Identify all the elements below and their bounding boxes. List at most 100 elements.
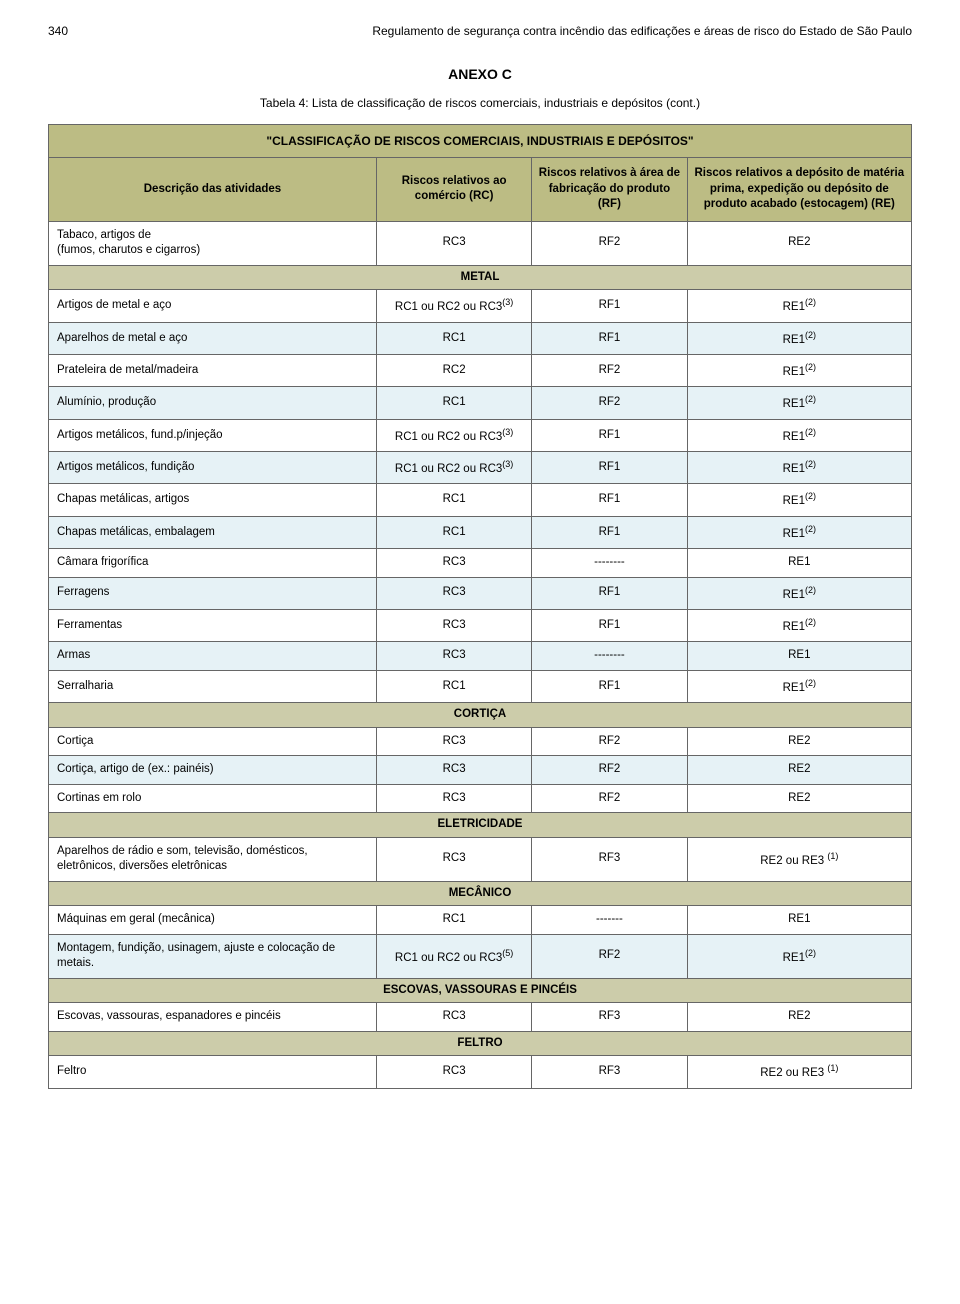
section-header-cell: METAL (49, 265, 912, 290)
cell-value: RF1 (532, 322, 687, 354)
cell-value: -------- (532, 549, 687, 578)
section-header-row: MECÂNICO (49, 881, 912, 906)
cell-value: RE1(2) (687, 609, 911, 641)
cell-value: RC3 (376, 1056, 531, 1088)
cell-value: RF2 (532, 387, 687, 419)
cell-desc: Aparelhos de rádio e som, televisão, dom… (49, 837, 377, 881)
tabela-title: Tabela 4: Lista de classificação de risc… (48, 96, 912, 110)
cell-value: RF1 (532, 419, 687, 451)
cell-value: RF1 (532, 670, 687, 702)
cell-value: RC1 (376, 387, 531, 419)
cell-value: RE1(2) (687, 452, 911, 484)
cell-value: RE1(2) (687, 322, 911, 354)
table-row: Artigos metálicos, fundiçãoRC1 ou RC2 ou… (49, 452, 912, 484)
cell-value: RF1 (532, 484, 687, 516)
table-row: Alumínio, produçãoRC1RF2RE1(2) (49, 387, 912, 419)
section-header-row: FELTRO (49, 1031, 912, 1056)
cell-value: RE1 (687, 906, 911, 935)
cell-value: RF1 (532, 290, 687, 322)
table-row: Câmara frigoríficaRC3--------RE1 (49, 549, 912, 578)
section-header-cell: MECÂNICO (49, 881, 912, 906)
cell-value: RC1 (376, 516, 531, 548)
cell-desc: Serralharia (49, 670, 377, 702)
cell-value: RF3 (532, 1056, 687, 1088)
cell-desc: Ferragens (49, 577, 377, 609)
cell-desc: Montagem, fundição, usinagem, ajuste e c… (49, 934, 377, 978)
page-number: 340 (48, 24, 68, 38)
cell-desc: Escovas, vassouras, espanadores e pincéi… (49, 1003, 377, 1032)
cell-value: RC3 (376, 784, 531, 813)
table-row: Artigos de metal e açoRC1 ou RC2 ou RC3(… (49, 290, 912, 322)
cell-value: RF2 (532, 221, 687, 265)
table-row: CortiçaRC3RF2RE2 (49, 727, 912, 756)
cell-value: RF1 (532, 452, 687, 484)
section-header-cell: ELETRICIDADE (49, 813, 912, 838)
cell-desc: Artigos metálicos, fundição (49, 452, 377, 484)
cell-value: RE2 (687, 756, 911, 785)
cell-desc: Ferramentas (49, 609, 377, 641)
anexo-label: ANEXO C (48, 66, 912, 82)
cell-desc: Cortiça (49, 727, 377, 756)
cell-value: RC3 (376, 577, 531, 609)
cell-value: RF2 (532, 354, 687, 386)
cell-value: RE1 (687, 642, 911, 671)
cell-desc: Chapas metálicas, artigos (49, 484, 377, 516)
table-header-row: Descrição das atividades Riscos relativo… (49, 158, 912, 222)
col-header-desc: Descrição das atividades (49, 158, 377, 222)
cell-value: RE2 (687, 784, 911, 813)
page-header-title: Regulamento de segurança contra incêndio… (372, 24, 912, 38)
table-row: Prateleira de metal/madeiraRC2RF2RE1(2) (49, 354, 912, 386)
cell-desc: Aparelhos de metal e aço (49, 322, 377, 354)
cell-value: RC1 (376, 484, 531, 516)
cell-value: RE2 ou RE3 (1) (687, 1056, 911, 1088)
table-row: Aparelhos de metal e açoRC1RF1RE1(2) (49, 322, 912, 354)
cell-value: RE2 (687, 221, 911, 265)
cell-value: RC1 ou RC2 ou RC3(3) (376, 290, 531, 322)
cell-value: RF2 (532, 784, 687, 813)
cell-value: RC3 (376, 609, 531, 641)
section-header-cell: FELTRO (49, 1031, 912, 1056)
table-row: Máquinas em geral (mecânica)RC1-------RE… (49, 906, 912, 935)
cell-value: RE1(2) (687, 290, 911, 322)
table-row: Artigos metálicos, fund.p/injeçãoRC1 ou … (49, 419, 912, 451)
table-row: Escovas, vassouras, espanadores e pincéi… (49, 1003, 912, 1032)
cell-desc: Máquinas em geral (mecânica) (49, 906, 377, 935)
cell-desc: Armas (49, 642, 377, 671)
cell-desc: Artigos de metal e aço (49, 290, 377, 322)
cell-value: RE1(2) (687, 484, 911, 516)
cell-value: RE1(2) (687, 387, 911, 419)
cell-value: RE1(2) (687, 516, 911, 548)
cell-value: RC3 (376, 727, 531, 756)
table-row: Montagem, fundição, usinagem, ajuste e c… (49, 934, 912, 978)
cell-value: RE1 (687, 549, 911, 578)
section-header-row: METAL (49, 265, 912, 290)
cell-desc: Chapas metálicas, embalagem (49, 516, 377, 548)
table-row: Chapas metálicas, artigosRC1RF1RE1(2) (49, 484, 912, 516)
table-row: Chapas metálicas, embalagemRC1RF1RE1(2) (49, 516, 912, 548)
table-row: Cortinas em roloRC3RF2RE2 (49, 784, 912, 813)
cell-value: RC3 (376, 837, 531, 881)
cell-value: RF2 (532, 934, 687, 978)
cell-desc: Cortinas em rolo (49, 784, 377, 813)
cell-value: RE2 (687, 1003, 911, 1032)
table-title-row: "CLASSIFICAÇÃO DE RISCOS COMERCIAIS, IND… (49, 125, 912, 158)
cell-value: RC1 (376, 670, 531, 702)
section-header-cell: ESCOVAS, VASSOURAS E PINCÉIS (49, 978, 912, 1003)
cell-value: RE2 ou RE3 (1) (687, 837, 911, 881)
table-row: Cortiça, artigo de (ex.: painéis)RC3RF2R… (49, 756, 912, 785)
table-title-cell: "CLASSIFICAÇÃO DE RISCOS COMERCIAIS, IND… (49, 125, 912, 158)
table-row: Aparelhos de rádio e som, televisão, dom… (49, 837, 912, 881)
cell-value: RC3 (376, 756, 531, 785)
cell-desc: Prateleira de metal/madeira (49, 354, 377, 386)
cell-value: RF3 (532, 837, 687, 881)
cell-value: RF2 (532, 727, 687, 756)
col-header-re: Riscos relativos a depósito de matéria p… (687, 158, 911, 222)
cell-value: RE1(2) (687, 934, 911, 978)
cell-value: RF1 (532, 577, 687, 609)
col-header-rf: Riscos relativos à área de fabricação do… (532, 158, 687, 222)
cell-value: RE1(2) (687, 670, 911, 702)
col-header-rc: Riscos relativos ao comércio (RC) (376, 158, 531, 222)
cell-value: RC1 (376, 322, 531, 354)
cell-value: RC1 ou RC2 ou RC3(3) (376, 419, 531, 451)
cell-value: RE1(2) (687, 419, 911, 451)
